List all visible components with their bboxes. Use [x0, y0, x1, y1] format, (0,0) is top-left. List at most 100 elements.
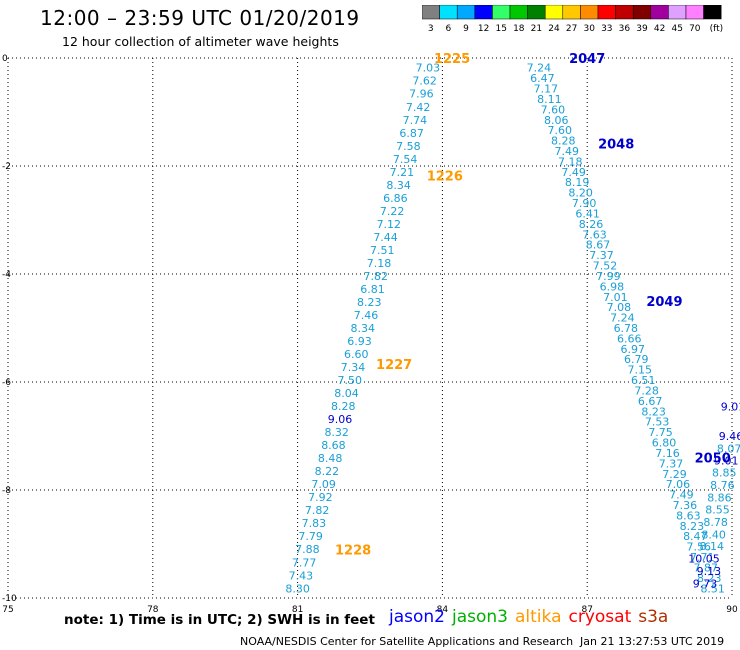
swh-value: 7.28: [634, 384, 659, 397]
swh-value: 7.82: [364, 270, 389, 283]
swh-value: 7.83: [302, 517, 327, 530]
swh-value: 8.86: [707, 492, 732, 505]
swh-value: 8.11: [537, 93, 562, 106]
scale-label: 3: [428, 24, 434, 34]
x-tick-label: 90: [726, 605, 738, 615]
scale-label: 45: [671, 24, 682, 34]
swh-value: 7.22: [380, 205, 405, 218]
legend-item-cryosat: cryosat: [568, 607, 632, 627]
swh-value: 7.88: [295, 543, 320, 556]
swh-value: 8.48: [318, 452, 343, 465]
swh-value: 7.96: [409, 88, 434, 101]
x-tick-label: 78: [147, 605, 159, 615]
swh-value: 8.23: [357, 296, 382, 309]
scale-label: 21: [531, 24, 542, 34]
legend-item-altika: altika: [515, 607, 562, 627]
swh-value: 7.49: [669, 489, 694, 502]
swh-value: 7.43: [289, 569, 314, 582]
swh-value: 9.01: [714, 454, 739, 467]
swh-value: 7.53: [645, 416, 670, 429]
swh-value: 7.77: [292, 556, 317, 569]
swh-value: 7.60: [541, 103, 566, 116]
x-tick-label: 87: [581, 605, 592, 615]
pass-number: 1226: [427, 170, 463, 185]
swh-value: 7.34: [341, 361, 366, 374]
swh-value: 8.28: [551, 135, 576, 148]
swh-value: 6.78: [614, 322, 639, 335]
y-tick-label: -4: [2, 270, 11, 280]
swh-value: 7.42: [406, 101, 431, 114]
swh-value: 8.55: [705, 503, 730, 516]
y-tick-label: -2: [2, 162, 11, 172]
scale-label: 12: [478, 24, 489, 34]
swh-value: 7.63: [582, 228, 607, 241]
page-title: 12:00 – 23:59 UTC 01/20/2019: [40, 6, 360, 30]
swh-value: 6.87: [399, 127, 424, 140]
scale-label: (ft): [710, 24, 724, 34]
y-tick-label: 0: [2, 54, 8, 64]
swh-value: 8.30: [285, 582, 310, 595]
swh-value: 7.54: [393, 153, 418, 166]
swh-value: 7.17: [534, 83, 559, 96]
swh-value: 7.58: [396, 140, 421, 153]
swh-value: 8.06: [544, 114, 569, 127]
swh-value: 7.21: [390, 166, 415, 179]
swh-value: 7.99: [596, 270, 621, 283]
scale-label: 39: [636, 24, 648, 34]
swh-value: 7.29: [662, 468, 687, 481]
swh-value: 6.66: [617, 332, 642, 345]
swh-value: 7.37: [659, 457, 684, 470]
swh-value: 7.06: [666, 478, 691, 491]
swh-value: 8.51: [700, 582, 725, 595]
swh-value: 6.80: [652, 437, 677, 450]
scale-label: 33: [601, 24, 612, 34]
satellite-legend: jason2 jason3 altika cryosat s3a: [389, 607, 675, 627]
scale-label: 6: [446, 24, 452, 34]
swh-value: 7.46: [354, 309, 379, 322]
swh-value: 8.20: [568, 187, 593, 200]
swh-value: 8.63: [676, 509, 701, 522]
scale-label: 9: [463, 24, 469, 34]
swh-value: 6.98: [600, 280, 625, 293]
swh-value: 6.47: [530, 72, 555, 85]
swh-value: 8.23: [697, 572, 722, 585]
swh-value: 8.26: [579, 218, 604, 231]
x-tick-label: 81: [292, 605, 303, 615]
swh-value: 6.51: [631, 374, 656, 387]
swh-value: 7.12: [377, 218, 402, 231]
swh-value: 9.01: [721, 400, 740, 413]
swh-value: 8.22: [315, 465, 340, 478]
scale-label: 18: [513, 24, 525, 34]
swh-value: 8.23: [641, 405, 666, 418]
pass-number: 1228: [335, 543, 371, 558]
swh-value: 8.34: [351, 322, 376, 335]
x-tick-label: 84: [437, 605, 449, 615]
swh-value: 7.79: [298, 530, 323, 543]
swh-value: 8.67: [586, 239, 611, 252]
swh-value: 6.60: [344, 348, 369, 361]
swh-value: 9.73: [693, 577, 718, 590]
swh-value: 7.49: [554, 145, 579, 158]
note-text: note: 1) Time is in UTC; 2) SWH is in fe…: [64, 612, 375, 628]
swh-value: 8.68: [321, 439, 346, 452]
swh-value: 8.47: [683, 530, 708, 543]
swh-value: 8.04: [334, 387, 359, 400]
swh-value: 8.07: [717, 442, 740, 455]
swh-value: 7.60: [548, 124, 573, 137]
scale-label: 30: [583, 24, 595, 34]
swh-value: 8.32: [324, 426, 349, 439]
scale-swatch: [703, 5, 722, 20]
swh-value: 7.82: [305, 504, 330, 517]
color-scale: 3 6 9 12 15 18 21 24 27 30 33 36 39 42 45 70 (ft): [422, 5, 724, 34]
swh-value: 6.67: [638, 395, 663, 408]
swh-value: 8.14: [699, 540, 724, 553]
swh-value: 6.81: [360, 283, 385, 296]
swh-value: 7.24: [527, 62, 552, 75]
swh-value: 7.18: [367, 257, 392, 270]
y-tick-label: -10: [2, 594, 17, 604]
swh-value: 7.74: [403, 114, 428, 127]
swh-value: 6.93: [347, 335, 372, 348]
footer-timestamp: Jan 21 13:27:53 UTC 2019: [580, 635, 725, 648]
scale-label: 15: [495, 24, 506, 34]
